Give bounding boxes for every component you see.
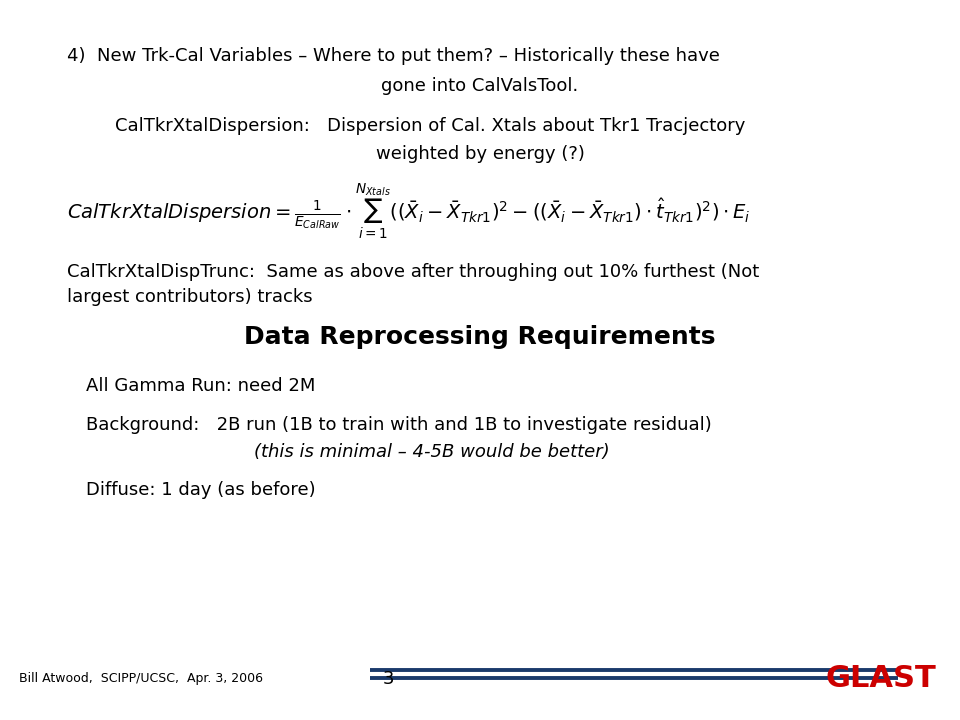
Text: gone into CalValsTool.: gone into CalValsTool.: [381, 77, 579, 95]
Text: Background:   2B run (1B to train with and 1B to investigate residual): Background: 2B run (1B to train with and…: [86, 416, 712, 434]
Text: All Gamma Run: need 2M: All Gamma Run: need 2M: [86, 377, 316, 395]
Text: Bill Atwood,  SCIPP/UCSC,  Apr. 3, 2006: Bill Atwood, SCIPP/UCSC, Apr. 3, 2006: [19, 672, 263, 685]
Text: weighted by energy (?): weighted by energy (?): [375, 145, 585, 163]
Text: Data Reprocessing Requirements: Data Reprocessing Requirements: [244, 325, 716, 349]
Text: CalTkrXtalDispTrunc:  Same as above after throughing out 10% furthest (Not: CalTkrXtalDispTrunc: Same as above after…: [67, 263, 759, 281]
Text: 4)  New Trk-Cal Variables – Where to put them? – Historically these have: 4) New Trk-Cal Variables – Where to put …: [67, 47, 720, 65]
Text: CalTkrXtalDispersion:   Dispersion of Cal. Xtals about Tkr1 Tracjectory: CalTkrXtalDispersion: Dispersion of Cal.…: [115, 117, 746, 135]
Text: 3: 3: [383, 670, 395, 688]
Text: GLAST: GLAST: [826, 665, 936, 693]
Text: (this is minimal – 4-5B would be better): (this is minimal – 4-5B would be better): [254, 443, 610, 461]
Text: largest contributors) tracks: largest contributors) tracks: [67, 288, 313, 306]
Text: Diffuse: 1 day (as before): Diffuse: 1 day (as before): [86, 481, 316, 499]
Text: $\mathit{CalTkrXtalDispersion} = \frac{1}{E_{\mathit{CalRaw}}} \cdot \sum_{i=1}^: $\mathit{CalTkrXtalDispersion} = \frac{1…: [67, 181, 751, 240]
